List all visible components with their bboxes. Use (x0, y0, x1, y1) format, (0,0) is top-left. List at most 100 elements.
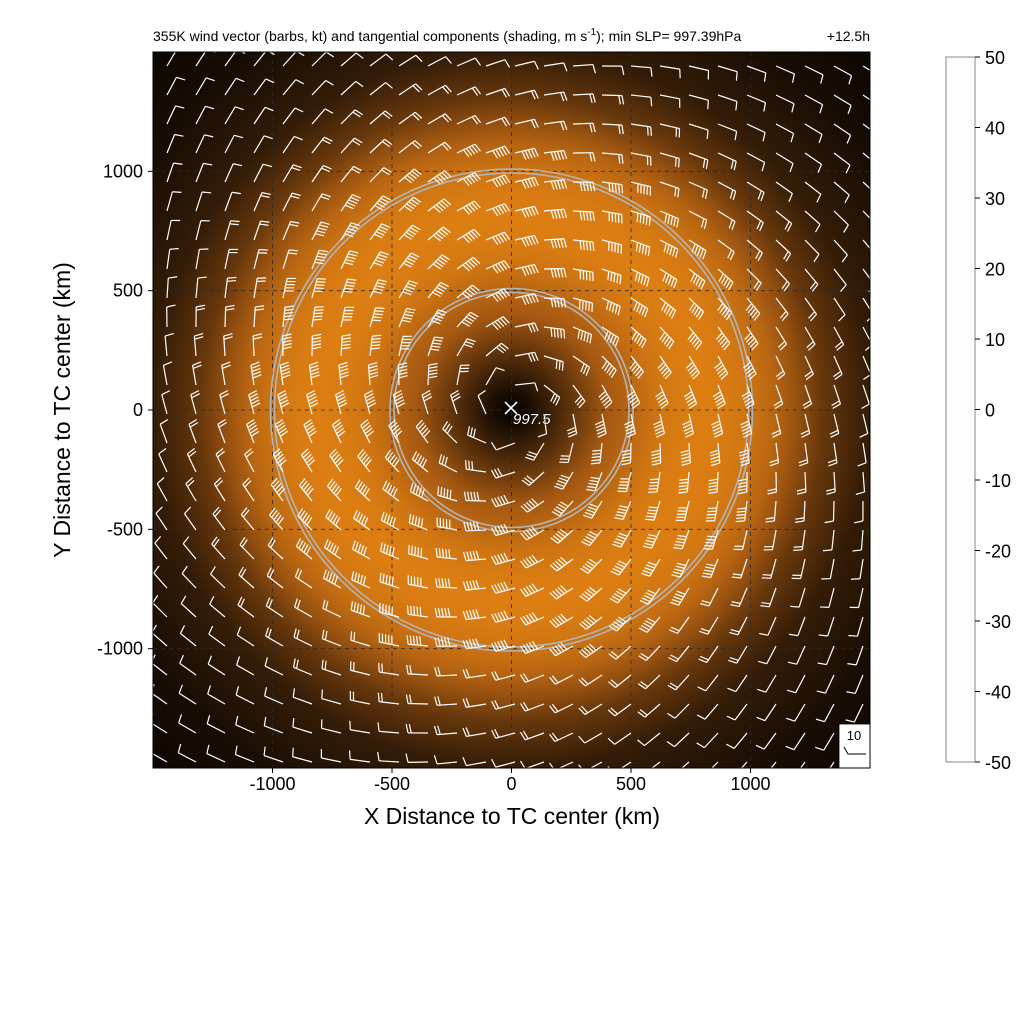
wind-barb (211, 536, 226, 560)
wind-barb (293, 628, 313, 647)
wind-barb (659, 123, 681, 138)
wind-barb (354, 479, 371, 502)
wind-barb (833, 152, 851, 174)
wind-barb (340, 306, 355, 328)
wind-barb (833, 210, 849, 233)
wind-barb (688, 181, 708, 199)
wind-barb (598, 384, 613, 409)
wind-barb (668, 645, 690, 663)
wind-barb (379, 603, 400, 618)
wind-barb (207, 655, 226, 676)
wind-barb (514, 89, 539, 100)
wind-barb (659, 94, 681, 108)
wind-barb (521, 471, 545, 486)
wind-barb (398, 280, 418, 299)
wind-barb (630, 268, 650, 287)
wind-barb (678, 471, 690, 494)
wind-barb (578, 643, 603, 659)
wind-barb (166, 76, 186, 96)
wind-barb (757, 645, 777, 665)
wind-barb (848, 616, 864, 637)
wind-barb (491, 758, 516, 768)
wind-barb (462, 756, 487, 767)
wind-barb (804, 239, 820, 263)
wind-barb (624, 413, 636, 438)
wind-barb (340, 222, 360, 241)
wind-barb (462, 580, 487, 591)
wind-barb (462, 727, 487, 737)
wind-barb (733, 529, 748, 551)
wind-barb (621, 442, 632, 466)
x-axis: -1000 -500 0 500 1000 (249, 768, 771, 794)
wind-barb (485, 116, 511, 127)
wind-barb (745, 297, 761, 321)
wind-barb (859, 413, 869, 438)
wind-barb (712, 384, 726, 410)
wind-barb (709, 442, 721, 467)
wind-barb (301, 448, 316, 473)
wind-barb (578, 732, 603, 744)
wind-barb (253, 192, 271, 212)
wind-barb (253, 106, 274, 125)
wind-barb (491, 639, 516, 652)
wind-barb (490, 442, 516, 451)
wind-barb (514, 351, 539, 363)
wind-barb (519, 612, 545, 626)
wind-barb (775, 268, 790, 292)
wind-barb (463, 521, 487, 532)
wind-barb (757, 674, 777, 693)
wind-barb (153, 565, 168, 589)
wind-barb (735, 500, 748, 523)
wind-barb (520, 554, 545, 569)
wind-barb (601, 210, 623, 224)
wind-barb (826, 471, 836, 495)
wind-barb (166, 52, 186, 67)
wind-barb (696, 703, 719, 720)
wind-barb (659, 297, 677, 319)
wind-barb (687, 326, 703, 350)
wind-barb (369, 307, 385, 328)
wind-barb (350, 631, 371, 647)
wind-barb (601, 152, 624, 164)
wind-barb (543, 355, 564, 371)
wind-barb (861, 384, 870, 410)
wind-barb (714, 355, 729, 380)
wind-barb (153, 624, 168, 647)
wind-barb (311, 278, 327, 299)
wind-barb (282, 79, 305, 96)
wind-barb (378, 662, 400, 676)
wind-barb (427, 362, 438, 386)
wind-barb (427, 56, 452, 67)
wind-barb (263, 716, 284, 734)
wind-barb (524, 442, 545, 461)
wind-barb (311, 79, 334, 96)
wind-barb (351, 570, 371, 589)
wind-barb (236, 656, 255, 676)
wind-barb (746, 268, 762, 291)
wind-barb (666, 732, 690, 748)
wind-barb (427, 198, 452, 214)
wind-barb (543, 91, 568, 102)
wind-barb (195, 219, 210, 241)
wind-barb (761, 558, 777, 579)
colorbar-tick-label: -20 (985, 542, 1011, 562)
wind-barb (804, 268, 819, 292)
wind-barb (311, 52, 335, 67)
wind-barb (415, 419, 431, 444)
wind-barb (514, 147, 539, 160)
wind-barb (224, 276, 237, 299)
wind-barb (637, 674, 661, 690)
wind-barb (179, 625, 197, 647)
wind-barb (543, 62, 568, 72)
wind-barb (178, 714, 197, 734)
wind-barb (282, 135, 303, 154)
wind-barb (580, 558, 603, 574)
wind-barb (442, 421, 458, 444)
wind-barb (862, 152, 870, 160)
wind-barb (282, 52, 305, 67)
wind-barb (775, 326, 788, 351)
wind-barb (491, 610, 516, 623)
wind-barb (427, 281, 449, 299)
wind-barb (456, 338, 476, 357)
wind-barb (272, 448, 287, 473)
